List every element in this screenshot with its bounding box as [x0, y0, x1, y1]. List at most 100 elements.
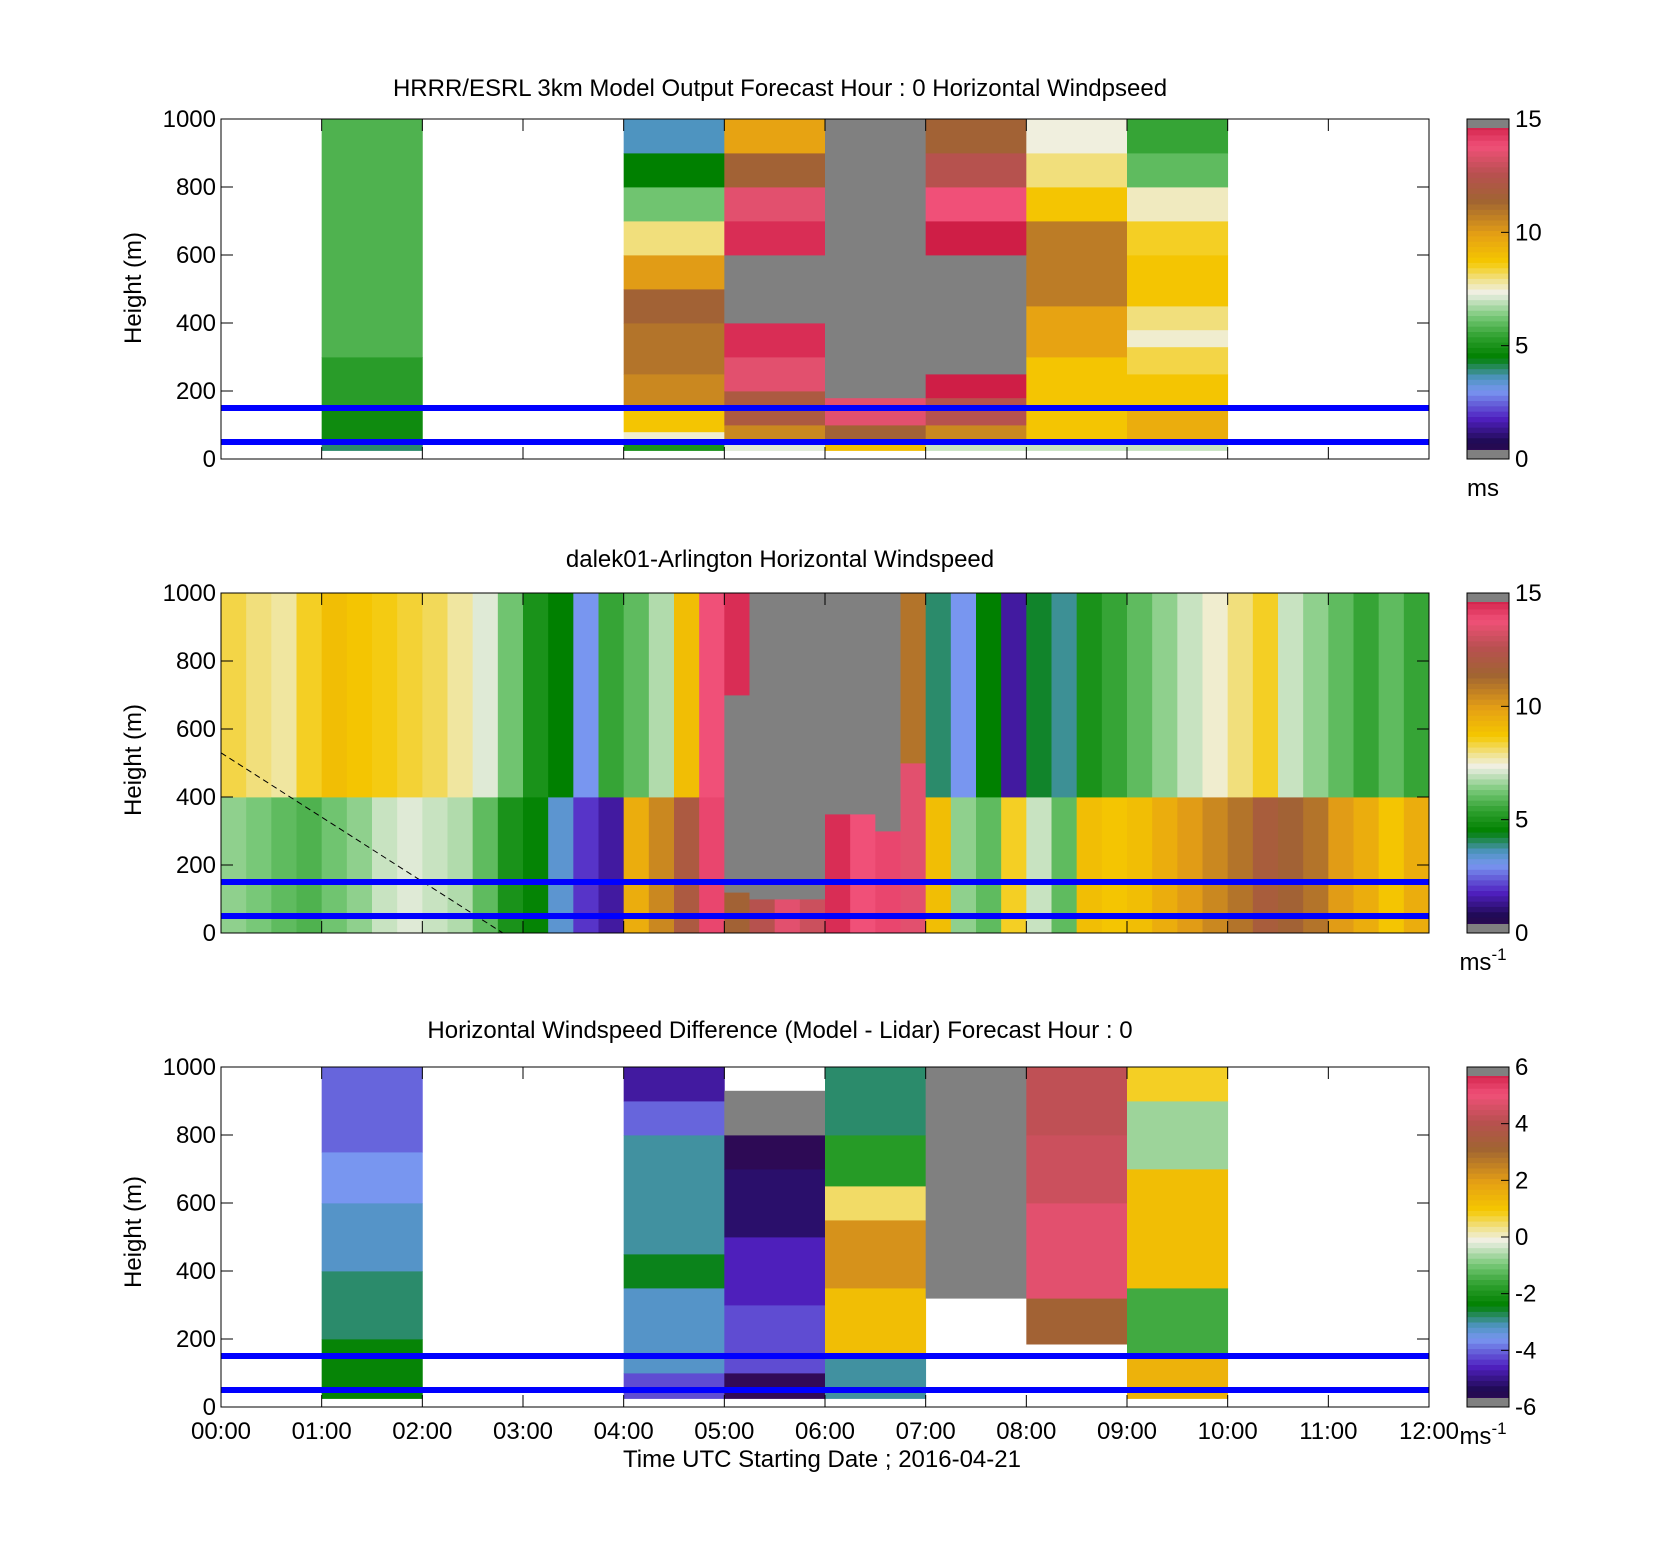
- colorbar-band: [1467, 1300, 1509, 1307]
- data-cell: [1026, 306, 1128, 358]
- data-cell: [1127, 797, 1153, 934]
- colorbar-band: [1467, 1322, 1509, 1328]
- data-cell: [674, 797, 700, 934]
- data-cell: [623, 221, 725, 256]
- colorbar-band: [1467, 432, 1509, 439]
- y-tick-label: 200: [176, 852, 216, 879]
- colorbar-band: [1467, 672, 1509, 679]
- colorbar-band: [1467, 384, 1509, 391]
- colorbar-band: [1467, 214, 1509, 221]
- colorbar-band: [1467, 1210, 1509, 1217]
- data-cell: [1127, 255, 1229, 307]
- colorbar-band: [1467, 901, 1509, 907]
- data-cell: [1026, 153, 1128, 188]
- colorbar-band: [1467, 640, 1509, 647]
- colorbar-band: [1467, 389, 1509, 396]
- colorbar-band: [1467, 635, 1509, 642]
- colorbar-band: [1467, 752, 1509, 759]
- data-cell: [950, 593, 977, 798]
- colorbar-band: [1467, 619, 1509, 626]
- colorbar-tick-label: 0: [1515, 1224, 1528, 1251]
- data-cell: [623, 442, 725, 451]
- colorbar-band: [1467, 646, 1509, 652]
- data-cell: [1127, 442, 1229, 451]
- colorbar-band: [1467, 1104, 1509, 1110]
- data-cell: [296, 593, 323, 798]
- colorbar-frame: [1466, 118, 1510, 460]
- colorbar-band: [1467, 209, 1509, 216]
- data-cell: [497, 593, 524, 798]
- colorbar-band: [1467, 1252, 1509, 1259]
- data-cell: [1127, 119, 1229, 154]
- data-cell: [623, 797, 650, 934]
- data-cell: [1328, 593, 1354, 798]
- data-cell: [925, 221, 1027, 256]
- colorbar-band: [1467, 267, 1509, 274]
- colorbar-band: [1467, 624, 1509, 631]
- colorbar-band: [1467, 246, 1509, 253]
- colorbar-band: [1467, 374, 1509, 380]
- colorbar-band: [1467, 257, 1509, 263]
- data-cell: [976, 593, 1002, 798]
- colorbar-band: [1467, 320, 1509, 327]
- data-cell: [321, 797, 348, 934]
- colorbar-band: [1467, 693, 1509, 700]
- colorbar-band: [1467, 1268, 1509, 1275]
- data-cell: [724, 593, 750, 696]
- y-tick-label: 800: [176, 648, 216, 675]
- data-cell: [1026, 797, 1052, 934]
- data-cell: [321, 1067, 423, 1153]
- data-cell: [321, 119, 423, 358]
- colorbar-band: [1467, 1247, 1509, 1254]
- data-cell: [623, 119, 725, 154]
- colorbar-band: [1467, 1290, 1509, 1296]
- colorbar-band: [1467, 342, 1509, 348]
- colorbar-tick-label: 5: [1515, 807, 1528, 834]
- colorbar-band: [1467, 885, 1509, 891]
- colorbar-band: [1467, 832, 1509, 838]
- colorbar-band: [1467, 810, 1509, 817]
- data-cell: [1202, 593, 1229, 798]
- colorbar-frame: [1466, 592, 1510, 934]
- data-cell: [1127, 346, 1229, 375]
- colorbar-band: [1467, 608, 1509, 615]
- data-cell: [623, 1288, 725, 1374]
- colorbar-missing-band: [1467, 450, 1509, 459]
- colorbar-band: [1467, 251, 1509, 258]
- data-cell: [623, 408, 725, 433]
- colorbar-band: [1467, 172, 1509, 178]
- colorbar-band: [1467, 842, 1509, 849]
- colorbar-band: [1467, 1359, 1509, 1365]
- panel-title: HRRR/ESRL 3km Model Output Forecast Hour…: [393, 75, 1167, 102]
- colorbar-band: [1467, 150, 1509, 157]
- y-axis-label: Height (m): [120, 704, 147, 816]
- colorbar-band: [1467, 778, 1509, 785]
- data-cell: [1026, 119, 1128, 154]
- data-cell: [925, 593, 952, 798]
- colorbar-band: [1467, 1114, 1509, 1121]
- panel-title: dalek01-Arlington Horizontal Windspeed: [566, 546, 994, 573]
- data-cell: [1101, 593, 1128, 798]
- x-tick-label: 00:00: [191, 1418, 251, 1445]
- data-cell: [548, 797, 574, 934]
- data-cell: [1051, 593, 1078, 798]
- colorbar-band: [1467, 816, 1509, 822]
- data-cell: [598, 797, 625, 934]
- data-cell: [1127, 153, 1229, 188]
- data-cell: [1026, 221, 1128, 307]
- data-cell: [724, 1169, 826, 1238]
- colorbar-band: [1467, 800, 1509, 806]
- colorbar-band: [1467, 283, 1509, 290]
- colorbar-band: [1467, 667, 1509, 674]
- data-cell: [1127, 1169, 1229, 1289]
- colorbar-band: [1467, 1189, 1509, 1195]
- data-cell: [825, 1288, 927, 1357]
- colorbar-band: [1467, 662, 1509, 668]
- data-cell: [699, 593, 725, 798]
- y-tick-label: 200: [176, 378, 216, 405]
- colorbar-band: [1467, 1237, 1509, 1243]
- data-cell: [1076, 797, 1103, 934]
- difference-panel: Horizontal Windspeed Difference (Model -…: [120, 1017, 1536, 1450]
- y-tick-label: 1000: [163, 1054, 216, 1081]
- y-tick-label: 600: [176, 716, 216, 743]
